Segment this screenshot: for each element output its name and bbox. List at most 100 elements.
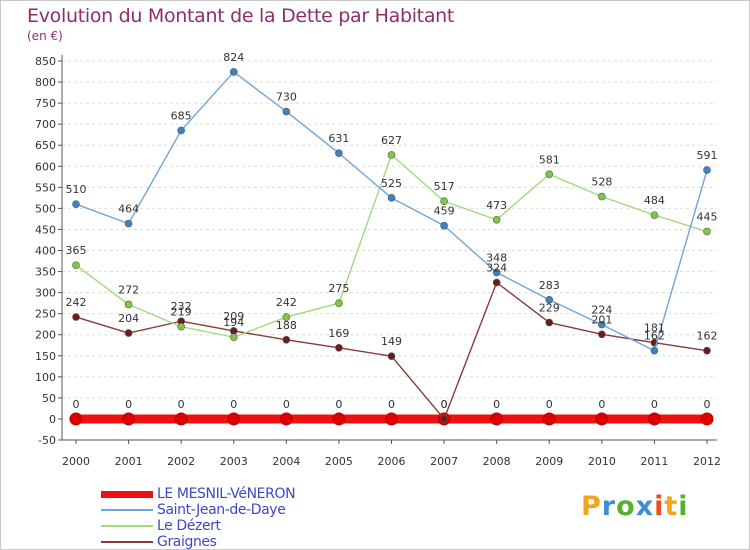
y-tick-label: 650 xyxy=(35,139,56,152)
data-point xyxy=(177,322,185,331)
data-point xyxy=(545,295,554,304)
data-point xyxy=(124,219,133,228)
logo-letter: i xyxy=(654,491,665,522)
data-point xyxy=(492,268,501,277)
x-tick-label: 2012 xyxy=(693,455,721,468)
data-label: 0 xyxy=(546,398,553,411)
y-tick-label: 400 xyxy=(35,245,56,258)
x-tick-label: 2007 xyxy=(430,455,458,468)
data-point xyxy=(385,412,398,426)
data-point xyxy=(335,299,343,307)
data-point xyxy=(703,166,711,174)
data-label: 275 xyxy=(328,282,349,295)
legend-swatch xyxy=(101,509,153,511)
data-label: 0 xyxy=(651,398,658,411)
y-tick-label: 200 xyxy=(35,329,56,342)
data-point xyxy=(72,313,80,321)
data-point xyxy=(598,192,606,201)
y-tick-label: 100 xyxy=(35,371,56,384)
data-point xyxy=(229,68,238,76)
logo-letter: t xyxy=(664,491,679,522)
data-point xyxy=(174,412,188,426)
data-label: 0 xyxy=(441,398,448,411)
data-point xyxy=(650,346,659,355)
data-label: 581 xyxy=(539,153,560,166)
data-label: 0 xyxy=(125,398,132,411)
data-point xyxy=(335,149,343,158)
x-tick-label: 2003 xyxy=(220,455,248,468)
data-point xyxy=(598,320,606,329)
data-point xyxy=(492,215,501,224)
legend-item: Le Dézert xyxy=(101,518,295,534)
data-label: 627 xyxy=(381,134,402,147)
legend-swatch xyxy=(101,490,153,498)
data-point xyxy=(703,227,711,236)
y-tick-label: -50 xyxy=(38,434,56,447)
data-point xyxy=(595,412,609,426)
data-label: 162 xyxy=(644,330,665,343)
data-point xyxy=(69,412,83,426)
x-tick-label: 2000 xyxy=(62,455,90,468)
data-point xyxy=(177,126,185,135)
logo-letter: x xyxy=(635,491,655,522)
y-tick-label: 150 xyxy=(35,350,56,363)
data-point xyxy=(282,107,291,116)
data-point xyxy=(229,333,238,342)
data-label: 445 xyxy=(697,211,718,224)
data-point xyxy=(387,151,396,159)
chart-title: Evolution du Montant de la Dette par Hab… xyxy=(27,5,455,27)
data-label: 272 xyxy=(118,283,139,296)
data-point xyxy=(124,329,133,337)
logo-letter: r xyxy=(601,491,617,522)
data-label: 0 xyxy=(73,398,80,411)
legend-swatch xyxy=(101,525,153,527)
data-label: 242 xyxy=(276,296,297,309)
data-label: 229 xyxy=(539,302,560,315)
y-tick-label: 800 xyxy=(35,76,56,89)
legend-label: Graignes xyxy=(157,534,217,550)
data-label: 219 xyxy=(171,306,192,319)
data-label: 0 xyxy=(441,398,448,411)
y-tick-label: 750 xyxy=(35,97,56,110)
y-tick-label: 300 xyxy=(35,287,56,300)
data-label: 224 xyxy=(591,304,612,317)
chart-legend: LE MESNIL-VéNERON Saint-Jean-de-Daye Le … xyxy=(101,486,296,550)
data-label: 525 xyxy=(381,177,402,190)
y-tick-label: 550 xyxy=(35,181,56,194)
y-tick-label: 50 xyxy=(42,392,56,405)
data-label: 591 xyxy=(697,149,718,162)
x-tick-label: 2001 xyxy=(115,455,143,468)
proxiti-logo: Proxiti xyxy=(581,491,689,522)
data-label: 0 xyxy=(178,398,185,411)
data-label: 464 xyxy=(118,203,139,216)
x-tick-label: 2010 xyxy=(588,455,616,468)
data-point xyxy=(282,313,291,321)
data-label: 194 xyxy=(223,316,244,329)
data-label: 348 xyxy=(486,251,507,264)
data-point xyxy=(700,412,714,426)
data-label: 528 xyxy=(591,176,612,189)
y-tick-label: 250 xyxy=(35,308,56,321)
data-label: 232 xyxy=(171,300,192,313)
data-label: 169 xyxy=(328,327,349,340)
legend-item: Saint-Jean-de-Daye xyxy=(101,502,295,518)
data-point xyxy=(279,412,293,426)
legend-swatch xyxy=(101,541,153,543)
data-label: 209 xyxy=(223,310,244,323)
legend-item: Graignes xyxy=(101,534,295,550)
logo-letter: P xyxy=(581,491,602,522)
y-tick-label: 0 xyxy=(49,413,56,426)
x-tick-label: 2002 xyxy=(167,455,195,468)
data-label: 162 xyxy=(697,330,718,343)
data-label: 473 xyxy=(486,199,507,212)
data-point xyxy=(72,200,80,208)
data-point xyxy=(282,335,291,344)
data-label: 0 xyxy=(598,398,605,411)
data-label: 0 xyxy=(230,398,237,411)
data-point xyxy=(647,412,661,426)
data-point xyxy=(124,300,133,309)
data-label: 685 xyxy=(171,109,192,122)
data-point xyxy=(598,330,606,339)
data-point xyxy=(387,352,396,360)
